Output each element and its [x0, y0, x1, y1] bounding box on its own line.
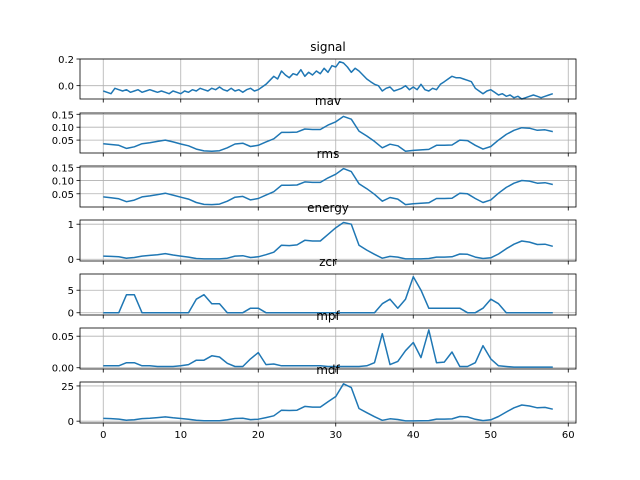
subplot-title: rms [317, 147, 340, 161]
axes-frame [79, 381, 577, 424]
y-tick-label: 0.2 [58, 55, 74, 66]
y-tick-label: 0 [68, 417, 74, 428]
subplot-mav: 0.05 0.10 0.15 mav [52, 94, 577, 157]
subplot-mpf: 0.00 0.05 mpf [52, 309, 577, 375]
series-line [103, 221, 553, 260]
x-tick-label: 20 [252, 430, 265, 441]
x-tick-label: 50 [484, 430, 497, 441]
axes-frame [79, 165, 577, 208]
x-tick-label: 10 [174, 430, 187, 441]
axes-frame [79, 273, 577, 316]
subplot-zcr: 0 5 zcr [68, 255, 577, 320]
y-tick-label: 0 [68, 309, 74, 320]
y-tick-label: 1 [68, 220, 74, 231]
series-line [103, 167, 553, 206]
subplot-title: mpf [316, 309, 340, 323]
y-tick-label: 0 [68, 255, 74, 266]
subplot-title: mav [315, 94, 341, 108]
series-line [103, 275, 553, 314]
subplot-signal: 0.0 0.2 signal [58, 40, 577, 103]
subplot-mdf: 0 10 20 30 40 50 60 0 25 mdf [61, 363, 577, 441]
subplot-title: mdf [316, 363, 340, 377]
y-tick-label: 0.15 [52, 110, 74, 121]
series-line [103, 115, 553, 152]
y-tick-label: 0.15 [52, 163, 74, 174]
axes-frame [79, 219, 577, 262]
subplot-rms: 0.05 0.10 0.15 rms [52, 147, 577, 211]
subplot-energy: 0 1 energy [68, 201, 577, 266]
x-tick-label: 30 [329, 430, 342, 441]
subplot-title: energy [307, 201, 349, 215]
series-line [103, 329, 553, 368]
y-tick-label: 0.05 [52, 190, 74, 201]
x-tick-label: 40 [407, 430, 420, 441]
y-tick-label: 25 [61, 382, 74, 393]
y-tick-label: 0.05 [52, 332, 74, 343]
y-tick-label: 0.05 [52, 136, 74, 147]
x-tick-label: 0 [100, 430, 106, 441]
series-line [103, 383, 553, 422]
y-tick-label: 0.10 [52, 177, 74, 188]
axes-frame [79, 327, 577, 370]
y-tick-label: 0.10 [52, 123, 74, 134]
y-tick-label: 0.0 [58, 82, 74, 93]
subplot-title: zcr [319, 255, 337, 269]
x-tick-label: 60 [562, 430, 575, 441]
y-tick-label: 5 [68, 286, 74, 297]
subplot-title: signal [310, 40, 346, 54]
y-tick-label: 0.00 [52, 364, 74, 375]
axes-frame [79, 112, 577, 154]
series-line [103, 60, 554, 100]
axes-frame [79, 58, 577, 100]
